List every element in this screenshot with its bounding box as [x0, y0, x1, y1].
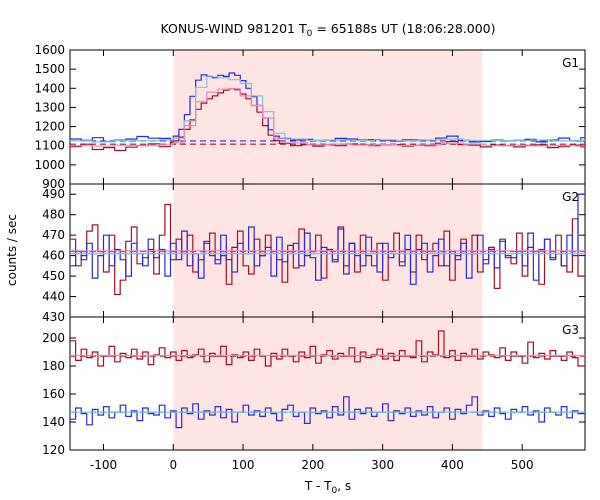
x-tick-label: 200: [301, 458, 324, 472]
x-tick-label: 400: [441, 458, 464, 472]
y-tick-label: 1500: [34, 62, 65, 76]
chart-title: KONUS-WIND 981201 T0 = 65188s UT (18:06:…: [160, 21, 495, 39]
panel-label: G1: [562, 56, 579, 70]
chart-title-subscript: 0: [307, 29, 313, 39]
y-tick-label: 200: [42, 331, 65, 345]
y-tick-label: 480: [42, 208, 65, 222]
x-tick-label: 100: [232, 458, 255, 472]
y-tick-label: 1400: [34, 81, 65, 95]
panel-g1: 900 1000 1100 1200 1300 1400 1500 1600 G1: [34, 43, 586, 191]
panel-label: G3: [562, 323, 579, 337]
panels-layer: 9001000110012001300140015001600G14304404…: [34, 43, 586, 472]
y-tick-label: 470: [42, 228, 65, 242]
series-blue-line: [70, 72, 585, 143]
y-tick-label: 1100: [34, 139, 65, 153]
series-red-line: [70, 330, 585, 367]
y-tick-label: 900: [42, 177, 65, 191]
y-axis-label: counts / sec: [5, 214, 19, 286]
series-blue-line: [70, 396, 585, 429]
series-pink-line: [70, 88, 585, 147]
panel-g2: 430 440 450 460 470 480 490 G2: [42, 183, 586, 324]
chart-title-suffix: = 65188s UT (18:06:28.000): [312, 21, 495, 36]
y-tick-label: 430: [42, 310, 65, 324]
x-tick-label: 500: [511, 458, 534, 472]
y-tick-label: 440: [42, 290, 65, 304]
panel-label: G2: [562, 190, 579, 204]
y-tick-label: 140: [42, 415, 65, 429]
x-axis-label-prefix: T - T: [304, 479, 332, 493]
series-cyan-line: [70, 76, 585, 143]
y-tick-label: 1600: [34, 43, 65, 57]
x-tick-label: 300: [371, 458, 394, 472]
y-tick-label: 160: [42, 387, 65, 401]
y-tick-label: 450: [42, 269, 65, 283]
y-tick-label: 1000: [34, 158, 65, 172]
highlight-band: [173, 50, 483, 184]
series-red-line: [70, 203, 585, 296]
x-axis-label-subscript: 0: [332, 486, 338, 496]
y-tick-label: 1300: [34, 100, 65, 114]
y-tick-label: 490: [42, 187, 65, 201]
y-tick-label: 1200: [34, 120, 65, 134]
x-tick-label: -100: [90, 458, 117, 472]
y-tick-label: 460: [42, 249, 65, 263]
panel-frame: [69, 316, 586, 451]
y-tick-label: 120: [42, 443, 65, 457]
panel-g3: 120 140 160 180 200 G3 -100 0 100 200 300 400 500: [42, 316, 586, 472]
x-axis-label-suffix: , s: [337, 479, 351, 493]
y-tick-label: 180: [42, 359, 65, 373]
chart-title-prefix: KONUS-WIND 981201 T: [160, 21, 306, 36]
x-tick-label: 0: [169, 458, 177, 472]
highlight-band: [173, 317, 483, 450]
x-axis-label: T - T0, s: [304, 479, 351, 496]
